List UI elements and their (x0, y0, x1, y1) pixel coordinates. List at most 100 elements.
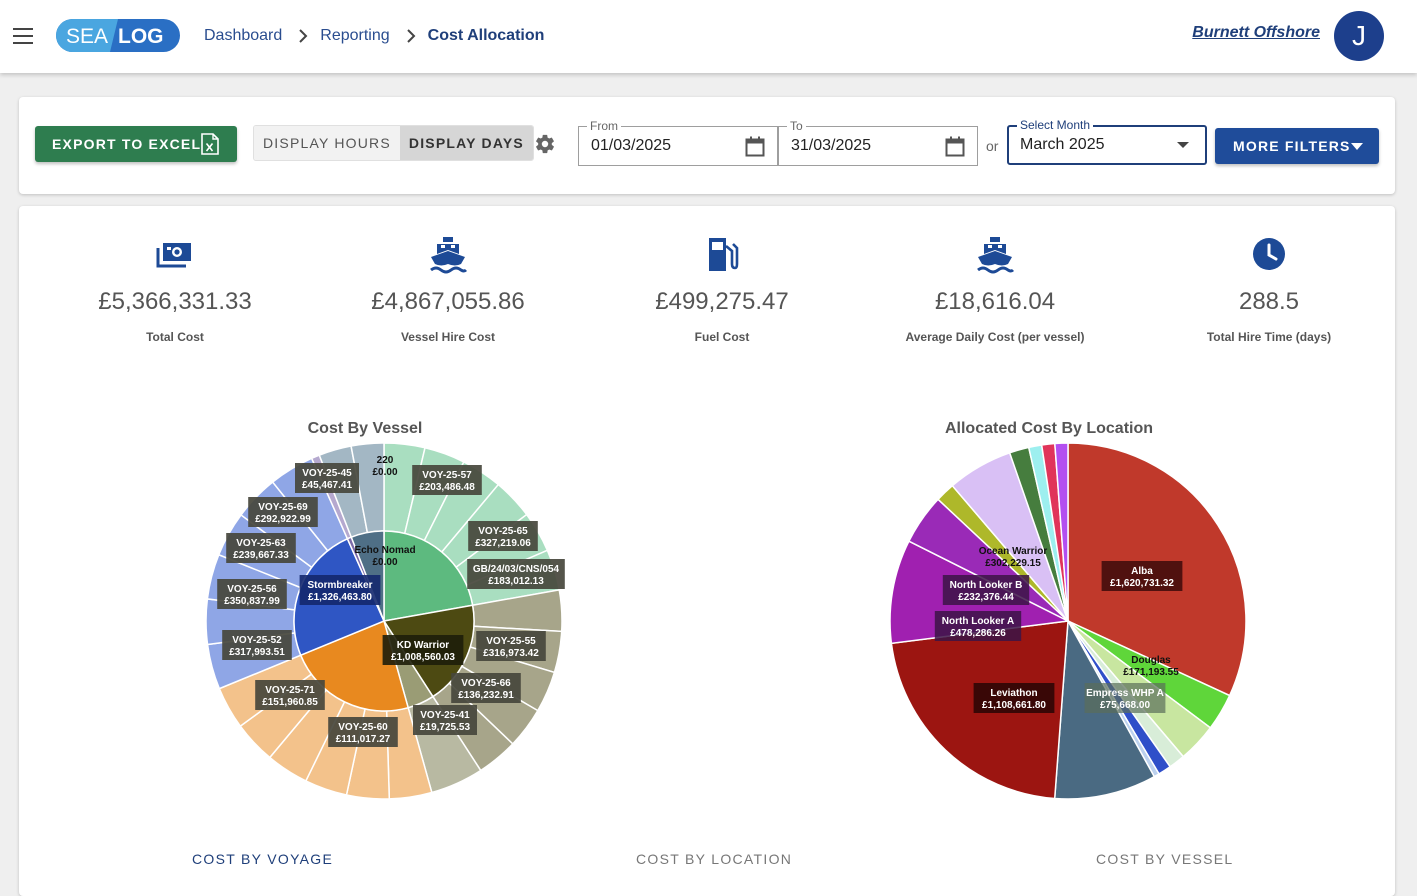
label-bg (412, 465, 482, 495)
label-bg (942, 575, 1030, 605)
breadcrumb-dashboard[interactable]: Dashboard (204, 27, 283, 44)
chart-title-cost-by-vessel: Cost By Vessel (307, 420, 423, 437)
chart-label-text: £1,620,731.32 (1110, 578, 1174, 589)
chart-label-text: North Looker A (942, 616, 1014, 627)
voyage-label: VOY-25-57£203,486.48 (412, 465, 482, 495)
vessel-slice[interactable] (299, 619, 410, 712)
company-link[interactable]: Burnett Offshore (1192, 24, 1320, 41)
chart-label-text: £111,017.27 (336, 734, 391, 745)
filter-toolbar: EXPORT TO EXCEL DISPLAY HOURS DISPLAY DA… (19, 97, 1395, 194)
location-label: Leviathon£1,108,661.80 (973, 683, 1055, 713)
label-bg (328, 717, 398, 747)
export-label: EXPORT TO EXCEL (52, 136, 202, 152)
to-date-field[interactable]: To 31/03/2025 (778, 119, 978, 166)
stat-label: Vessel Hire Cost (400, 330, 496, 344)
breadcrumb-cost-allocation: Cost Allocation (427, 27, 545, 44)
chart-label-text: Echo Nomad (354, 545, 415, 556)
breadcrumb: Dashboard Reporting Cost Allocation (204, 24, 544, 48)
stat-value: £4,867,055.86 (371, 288, 525, 315)
chart-label-text: VOY-25-65 (478, 526, 528, 537)
money-icon (156, 243, 191, 268)
cost-by-vessel-chart: KD Warrior£1,008,560.03 Stormbreaker£1,32… (205, 442, 565, 800)
tab-cost-by-vessel[interactable]: COST BY VESSEL (1096, 851, 1234, 867)
label-bg (934, 611, 1022, 641)
voyage-label: VOY-25-56£350,837.99 (217, 579, 287, 609)
chart-label-text: £239,667.33 (233, 550, 289, 561)
chart-label-text: £232,376.44 (958, 592, 1014, 603)
label-bg (248, 497, 318, 527)
vessel-label-kd-warrior: KD Warrior£1,008,560.03 (382, 635, 464, 665)
chart-label-text: £151,960.85 (262, 697, 318, 708)
location-label: Douglas£171,193.55 (1123, 655, 1179, 678)
voyage-label: VOY-25-55£316,973.42 (476, 631, 546, 661)
stat-value: 288.5 (1238, 288, 1300, 315)
chart-label-text: Empress WHP A (1086, 688, 1164, 699)
chart-label-text: Alba (1131, 566, 1153, 577)
breadcrumb-reporting[interactable]: Reporting (320, 27, 390, 44)
clock-icon (1253, 238, 1285, 270)
calendar-icon[interactable] (745, 136, 765, 157)
from-label: From (587, 119, 621, 133)
label-bg (973, 683, 1055, 713)
vessel-slice[interactable] (383, 530, 474, 622)
tab-cost-by-voyage[interactable]: COST BY VOYAGE (192, 851, 334, 867)
chevron-down-icon (1177, 142, 1189, 148)
chart-label-text: GB/24/03/CNS/054 (473, 564, 560, 575)
calendar-icon[interactable] (945, 136, 965, 157)
select-month-dropdown[interactable]: Select Month March 2025 (1007, 118, 1207, 165)
from-date-field[interactable]: From 01/03/2025 (578, 119, 778, 166)
sealog-logo[interactable]: SEA LOG (56, 19, 180, 52)
chart-label-text: VOY-25-41 (420, 710, 470, 721)
fuel-pump-icon (709, 238, 739, 271)
chart-label-text: £19,725.53 (420, 722, 470, 733)
label-bg (468, 521, 538, 551)
gear-icon[interactable] (534, 133, 556, 155)
label-bg (476, 631, 546, 661)
more-filters-button[interactable]: MORE FILTERS (1215, 128, 1379, 164)
from-date-value[interactable]: 01/03/2025 (591, 137, 672, 154)
location-label: Empress WHP A£75,668.00 (1084, 683, 1166, 713)
chart-label-text: Ocean Warrior (979, 546, 1048, 557)
stat-average-daily-cost: £18,616.04 Average Daily Cost (per vesse… (865, 234, 1125, 344)
stat-label: Total Cost (146, 330, 204, 344)
chart-label-text: Leviathon (990, 688, 1037, 699)
logo-text-left: SEA (66, 25, 108, 48)
display-hours-toggle[interactable]: DISPLAY HOURS (254, 126, 400, 160)
voyage-label: VOY-25-71£151,960.85 (255, 680, 325, 710)
chart-label-text: £316,973.42 (483, 648, 539, 659)
chart-label-text: VOY-25-63 (236, 538, 286, 549)
chart-label-text: £75,668.00 (1100, 700, 1150, 711)
chart-label-text: £1,326,463.80 (308, 592, 372, 603)
stat-value: £5,366,331.33 (98, 288, 252, 315)
chart-label-text: £203,486.48 (419, 482, 475, 493)
chart-label-text: Stormbreaker (307, 580, 372, 591)
chart-label-text: £1,108,661.80 (982, 700, 1046, 711)
chart-label-text: £0.00 (372, 557, 397, 568)
voyage-label: VOY-25-60£111,017.27 (328, 717, 398, 747)
label-bg (1101, 561, 1183, 591)
dashboard-card: £5,366,331.33 Total Cost £4,867,055.86 V… (19, 206, 1395, 896)
chart-label-text: £302,229.15 (985, 558, 1041, 569)
chart-label-text: VOY-25-55 (486, 636, 536, 647)
chart-label-text: VOY-25-52 (232, 635, 282, 646)
chevron-right-icon (406, 29, 416, 43)
label-bg (1084, 683, 1166, 713)
menu-icon[interactable] (13, 28, 33, 44)
chart-label-text: VOY-25-60 (338, 722, 388, 733)
label-bg (226, 533, 296, 563)
chart-label-text: £183,012.13 (488, 576, 544, 587)
location-slice[interactable] (1054, 442, 1069, 622)
tab-cost-by-location[interactable]: COST BY LOCATION (636, 851, 793, 867)
chart-label-text: North Looker B (950, 580, 1023, 591)
select-month-label: Select Month (1017, 118, 1094, 132)
export-to-excel-button[interactable]: EXPORT TO EXCEL (35, 126, 237, 162)
chart-label-text: VOY-25-45 (302, 468, 352, 479)
display-days-toggle[interactable]: DISPLAY DAYS (399, 126, 533, 160)
or-text: or (986, 138, 999, 154)
to-date-value[interactable]: 31/03/2025 (791, 137, 872, 154)
chart-label-text: £45,467.41 (302, 480, 352, 491)
location-label: Alba£1,620,731.32 (1101, 561, 1183, 591)
chart-label-text: £317,993.51 (229, 647, 285, 658)
avatar[interactable]: J (1334, 11, 1384, 61)
label-bg (413, 705, 477, 735)
